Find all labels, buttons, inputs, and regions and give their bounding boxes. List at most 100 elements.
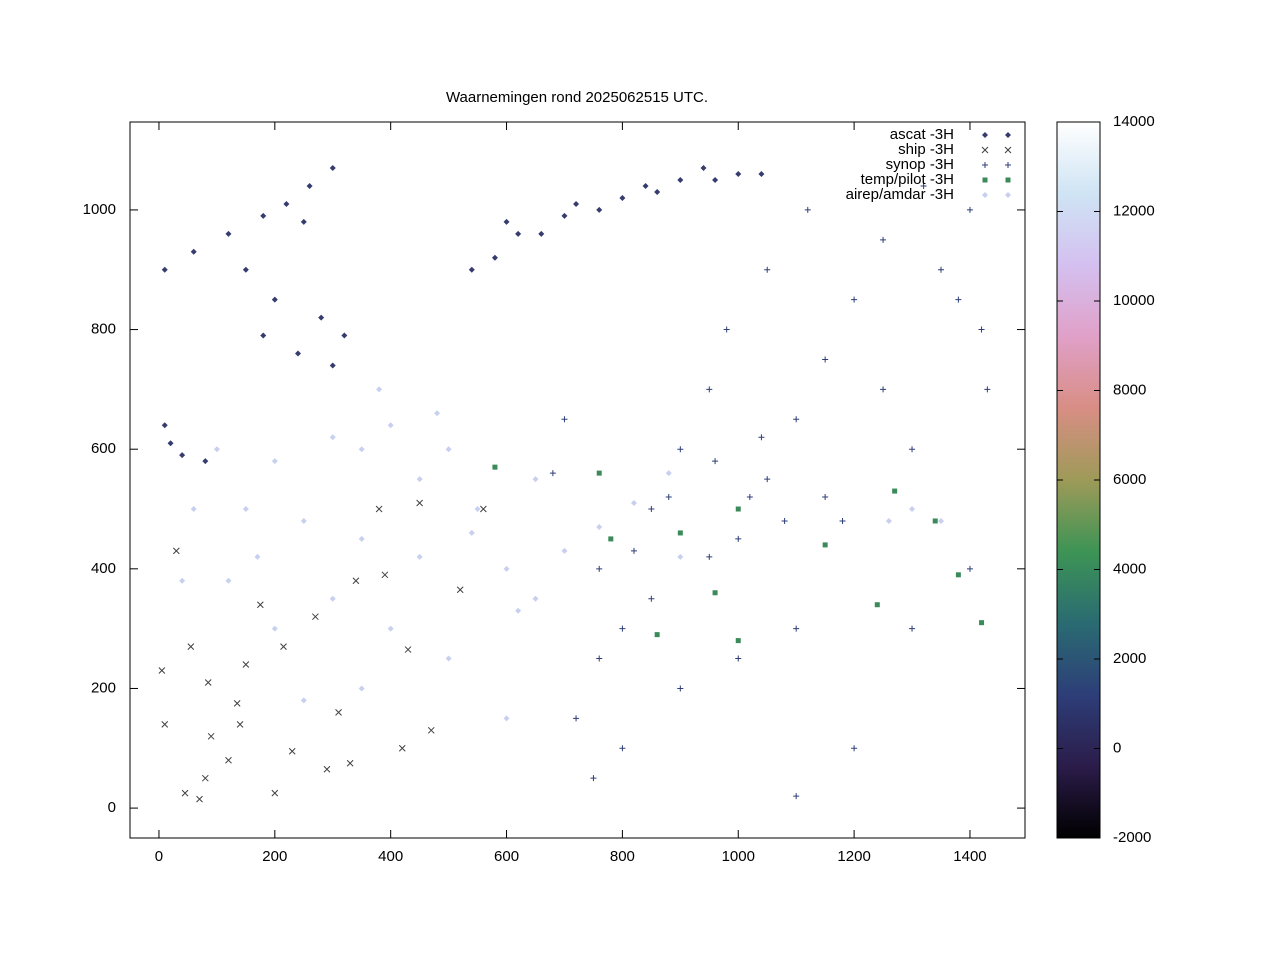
point bbox=[781, 517, 788, 524]
point bbox=[300, 218, 307, 225]
point bbox=[416, 499, 423, 507]
point bbox=[677, 685, 684, 692]
point bbox=[213, 446, 220, 453]
point bbox=[474, 506, 481, 513]
point bbox=[468, 529, 475, 536]
colorbar-tick-label: 8000 bbox=[1113, 381, 1146, 398]
point bbox=[445, 446, 452, 453]
point bbox=[880, 386, 887, 393]
x-tick-label: 0 bbox=[155, 848, 163, 865]
point bbox=[932, 518, 938, 524]
point bbox=[300, 517, 307, 524]
legend-marker bbox=[1005, 192, 1011, 198]
point bbox=[955, 296, 962, 303]
point bbox=[468, 266, 475, 273]
point bbox=[503, 715, 510, 722]
point bbox=[271, 625, 278, 632]
point bbox=[665, 494, 672, 501]
point bbox=[735, 638, 741, 644]
legend-marker bbox=[982, 162, 988, 168]
point bbox=[260, 332, 267, 339]
x-tick-label: 800 bbox=[610, 848, 635, 865]
point bbox=[346, 759, 354, 767]
point bbox=[596, 655, 603, 662]
point bbox=[851, 296, 858, 303]
point bbox=[271, 458, 278, 465]
legend-label: temp/pilot -3H bbox=[861, 171, 954, 188]
point bbox=[323, 765, 331, 773]
point bbox=[909, 625, 916, 632]
point bbox=[492, 464, 498, 470]
x-tick-label: 1400 bbox=[953, 848, 986, 865]
point bbox=[758, 434, 765, 441]
point bbox=[387, 625, 394, 632]
point bbox=[358, 685, 365, 692]
point bbox=[712, 590, 718, 596]
point bbox=[225, 230, 232, 237]
point bbox=[746, 494, 753, 501]
point bbox=[503, 218, 510, 225]
point bbox=[242, 266, 249, 273]
colorbar bbox=[1056, 121, 1101, 839]
point bbox=[225, 756, 232, 764]
point bbox=[375, 505, 383, 513]
point bbox=[515, 230, 522, 237]
point bbox=[283, 200, 290, 207]
point bbox=[706, 386, 713, 393]
point bbox=[271, 789, 279, 797]
point bbox=[608, 536, 614, 542]
colorbar-tick-label: 4000 bbox=[1113, 560, 1146, 577]
x-tick-label: 200 bbox=[262, 848, 287, 865]
point bbox=[735, 171, 742, 178]
point bbox=[596, 470, 602, 476]
point bbox=[181, 789, 189, 797]
point bbox=[764, 476, 771, 483]
point bbox=[984, 386, 991, 393]
y-tick-label: 1000 bbox=[83, 201, 116, 218]
point bbox=[456, 586, 464, 594]
point bbox=[280, 643, 287, 650]
legend-label: ship -3H bbox=[898, 141, 954, 158]
point bbox=[966, 565, 973, 572]
point bbox=[793, 793, 800, 800]
point bbox=[735, 655, 742, 662]
point bbox=[242, 506, 249, 513]
point bbox=[909, 446, 916, 453]
point bbox=[294, 350, 301, 357]
point bbox=[654, 188, 661, 195]
point bbox=[793, 416, 800, 423]
point bbox=[596, 206, 603, 213]
y-tick-label: 0 bbox=[108, 799, 116, 816]
point bbox=[288, 747, 296, 755]
point bbox=[158, 667, 166, 674]
point bbox=[590, 775, 597, 782]
point bbox=[885, 517, 892, 524]
x-tick-label: 600 bbox=[494, 848, 519, 865]
point bbox=[938, 266, 945, 273]
point bbox=[503, 565, 510, 572]
y-tick-label: 600 bbox=[91, 440, 116, 457]
point bbox=[161, 266, 168, 273]
point bbox=[207, 732, 215, 740]
point bbox=[236, 720, 244, 728]
legend-label: ascat -3H bbox=[890, 126, 954, 143]
x-tick-label: 1000 bbox=[722, 848, 755, 865]
point bbox=[822, 494, 829, 501]
legend-marker bbox=[1005, 162, 1011, 168]
point bbox=[329, 595, 336, 602]
point bbox=[480, 505, 487, 513]
x-tick-label: 400 bbox=[378, 848, 403, 865]
point bbox=[665, 470, 672, 477]
point bbox=[532, 476, 539, 483]
y-tick-label: 800 bbox=[91, 321, 116, 338]
legend-marker bbox=[982, 192, 988, 198]
point bbox=[619, 745, 626, 752]
point bbox=[706, 553, 713, 560]
point bbox=[190, 248, 197, 255]
point bbox=[804, 206, 811, 213]
point bbox=[677, 530, 683, 536]
point bbox=[619, 194, 626, 201]
plot-frame bbox=[129, 121, 1026, 839]
point bbox=[764, 266, 771, 273]
point bbox=[256, 601, 264, 609]
